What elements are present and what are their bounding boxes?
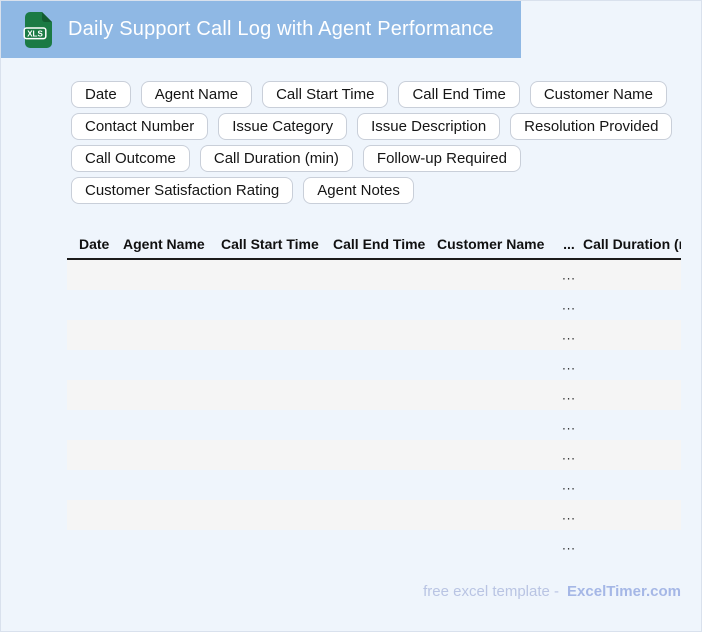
column-header-call-duration: Call Duration (min) <box>583 235 681 252</box>
column-header-date: Date <box>79 235 110 252</box>
field-chip-call-end-time[interactable]: Call End Time <box>398 81 520 108</box>
table-row: ... <box>67 470 681 500</box>
table-row: ... <box>67 320 681 350</box>
app-header: XLS Daily Support Call Log with Agent Pe… <box>1 1 521 58</box>
table-row: ... <box>67 380 681 410</box>
field-chip-agent-name[interactable]: Agent Name <box>140 81 253 108</box>
preview-table-body: ... ... ... ... ... ... ... ... ... ... <box>67 260 681 560</box>
row-ellipsis: ... <box>562 477 576 493</box>
preview-table-header-row: Date Agent Name Call Start Time Call End… <box>67 229 681 260</box>
footer-credit: free excel template - ExcelTimer.com <box>423 583 681 600</box>
row-ellipsis: ... <box>562 447 576 463</box>
table-row: ... <box>67 530 681 560</box>
field-chip-call-duration[interactable]: Call Duration (min) <box>199 145 353 172</box>
row-ellipsis: ... <box>562 537 576 553</box>
row-ellipsis: ... <box>562 357 576 373</box>
row-ellipsis: ... <box>562 387 576 403</box>
brand-link[interactable]: ExcelTimer.com <box>567 583 681 600</box>
row-ellipsis: ... <box>562 327 576 343</box>
column-header-ellipsis: ... <box>563 235 575 252</box>
row-ellipsis: ... <box>562 507 576 523</box>
table-row: ... <box>67 260 681 290</box>
field-chip-issue-category[interactable]: Issue Category <box>218 113 348 140</box>
footer-text: free excel template - <box>423 583 560 600</box>
row-ellipsis: ... <box>562 267 576 283</box>
column-header-call-end-time: Call End Time <box>333 235 426 252</box>
xls-file-icon: XLS <box>23 11 52 48</box>
field-chip-contact-number[interactable]: Contact Number <box>71 113 209 140</box>
field-chip-call-start-time[interactable]: Call Start Time <box>262 81 389 108</box>
table-row: ... <box>67 410 681 440</box>
field-chip-resolution-provided[interactable]: Resolution Provided <box>510 113 673 140</box>
field-chip-customer-satisfaction-rating[interactable]: Customer Satisfaction Rating <box>71 177 294 204</box>
field-chip-call-outcome[interactable]: Call Outcome <box>71 145 190 172</box>
column-header-agent-name: Agent Name <box>123 235 205 252</box>
xls-icon-label: XLS <box>27 29 43 38</box>
preview-table: Date Agent Name Call Start Time Call End… <box>67 229 681 560</box>
field-chip-issue-description[interactable]: Issue Description <box>357 113 501 140</box>
column-header-customer-name: Customer Name <box>437 235 545 252</box>
row-ellipsis: ... <box>562 417 576 433</box>
table-row: ... <box>67 500 681 530</box>
column-header-call-start-time: Call Start Time <box>221 235 319 252</box>
field-chip-customer-name[interactable]: Customer Name <box>529 81 668 108</box>
field-chip-follow-up-required[interactable]: Follow-up Required <box>362 145 521 172</box>
table-row: ... <box>67 350 681 380</box>
field-chip-agent-notes[interactable]: Agent Notes <box>303 177 414 204</box>
table-row: ... <box>67 290 681 320</box>
row-ellipsis: ... <box>562 297 576 313</box>
page-title: Daily Support Call Log with Agent Perfor… <box>68 18 494 40</box>
field-chip-list: Date Agent Name Call Start Time Call End… <box>71 81 699 204</box>
field-chip-date[interactable]: Date <box>71 81 131 108</box>
table-row: ... <box>67 440 681 470</box>
